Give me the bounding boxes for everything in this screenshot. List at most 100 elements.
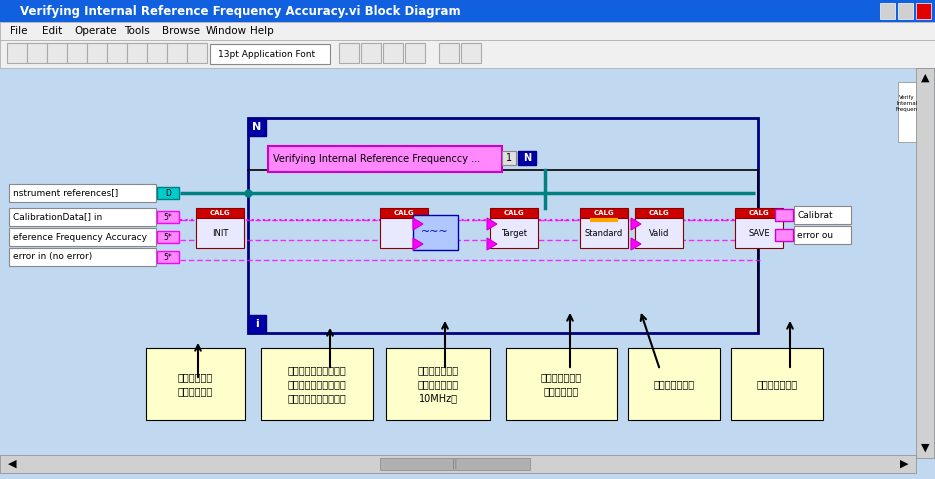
Text: ◀: ◀ bbox=[7, 459, 16, 469]
FancyBboxPatch shape bbox=[506, 348, 617, 420]
Text: i: i bbox=[255, 319, 259, 329]
FancyBboxPatch shape bbox=[628, 348, 720, 420]
FancyBboxPatch shape bbox=[157, 251, 179, 263]
Text: CALG: CALG bbox=[649, 210, 669, 216]
Polygon shape bbox=[413, 218, 423, 230]
Text: INIT: INIT bbox=[212, 228, 228, 238]
FancyBboxPatch shape bbox=[157, 187, 179, 199]
Text: File: File bbox=[10, 26, 27, 36]
FancyBboxPatch shape bbox=[794, 206, 851, 224]
FancyBboxPatch shape bbox=[0, 455, 916, 473]
FancyBboxPatch shape bbox=[580, 218, 628, 248]
Text: Target: Target bbox=[501, 228, 527, 238]
Text: Calibrat: Calibrat bbox=[797, 210, 833, 219]
Text: ▲: ▲ bbox=[921, 73, 929, 83]
FancyBboxPatch shape bbox=[127, 43, 147, 63]
Text: 1: 1 bbox=[506, 153, 512, 163]
FancyBboxPatch shape bbox=[157, 231, 179, 243]
Text: CALG: CALG bbox=[394, 210, 414, 216]
Text: 检验调量结果。: 检验调量结果。 bbox=[654, 379, 695, 389]
FancyBboxPatch shape bbox=[383, 43, 403, 63]
FancyBboxPatch shape bbox=[9, 248, 156, 266]
FancyBboxPatch shape bbox=[380, 208, 428, 218]
FancyBboxPatch shape bbox=[461, 43, 481, 63]
FancyBboxPatch shape bbox=[775, 209, 793, 221]
FancyBboxPatch shape bbox=[248, 315, 266, 333]
FancyBboxPatch shape bbox=[107, 43, 127, 63]
Text: ~~~: ~~~ bbox=[421, 227, 449, 237]
Text: Operate: Operate bbox=[74, 26, 117, 36]
FancyBboxPatch shape bbox=[380, 218, 428, 248]
Text: 保存检验结果。: 保存检验结果。 bbox=[756, 379, 798, 389]
FancyBboxPatch shape bbox=[9, 228, 156, 246]
Polygon shape bbox=[631, 238, 641, 250]
FancyBboxPatch shape bbox=[502, 151, 516, 165]
Text: 5*: 5* bbox=[164, 213, 172, 221]
Text: D: D bbox=[165, 189, 171, 197]
Text: Verifying Internal Reference Frequenccy ...: Verifying Internal Reference Frequenccy … bbox=[273, 154, 481, 164]
Text: ▼: ▼ bbox=[921, 443, 929, 453]
Text: 设置标准仪器并
读出调量值。: 设置标准仪器并 读出调量值。 bbox=[541, 372, 583, 396]
Text: Tools: Tools bbox=[124, 26, 150, 36]
Text: CALG: CALG bbox=[504, 210, 525, 216]
FancyBboxPatch shape bbox=[518, 151, 536, 165]
FancyBboxPatch shape bbox=[380, 458, 530, 470]
Text: CalibrationData[] in: CalibrationData[] in bbox=[13, 213, 102, 221]
Polygon shape bbox=[631, 218, 641, 230]
FancyBboxPatch shape bbox=[210, 44, 330, 64]
FancyBboxPatch shape bbox=[146, 348, 245, 420]
Text: 13pt Application Font: 13pt Application Font bbox=[218, 49, 315, 58]
Polygon shape bbox=[413, 238, 423, 250]
Text: eference Frequency Accuracy: eference Frequency Accuracy bbox=[13, 232, 147, 241]
Text: CALG: CALG bbox=[749, 210, 770, 216]
FancyBboxPatch shape bbox=[413, 215, 458, 250]
Polygon shape bbox=[487, 218, 497, 230]
FancyBboxPatch shape bbox=[898, 3, 913, 19]
Text: 更新主程序界面上的信
息，如正在执行的步骤
和以完成的百分比等。: 更新主程序界面上的信 息，如正在执行的步骤 和以完成的百分比等。 bbox=[288, 365, 346, 403]
FancyBboxPatch shape bbox=[7, 43, 27, 63]
Text: CALG: CALG bbox=[594, 210, 614, 216]
FancyBboxPatch shape bbox=[735, 218, 783, 248]
FancyBboxPatch shape bbox=[87, 43, 107, 63]
Text: Standard: Standard bbox=[585, 228, 623, 238]
FancyBboxPatch shape bbox=[916, 68, 934, 458]
Text: N: N bbox=[252, 122, 262, 132]
Text: Valid: Valid bbox=[649, 228, 669, 238]
FancyBboxPatch shape bbox=[157, 211, 179, 223]
FancyBboxPatch shape bbox=[167, 43, 187, 63]
FancyBboxPatch shape bbox=[405, 43, 425, 63]
FancyBboxPatch shape bbox=[268, 146, 502, 172]
Text: 5*: 5* bbox=[164, 252, 172, 262]
Text: 5*: 5* bbox=[164, 232, 172, 241]
FancyBboxPatch shape bbox=[490, 208, 538, 218]
Text: 初始化检测程
序所需的数据: 初始化检测程 序所需的数据 bbox=[178, 372, 213, 396]
Text: SAVE: SAVE bbox=[748, 228, 770, 238]
FancyBboxPatch shape bbox=[9, 208, 156, 226]
FancyBboxPatch shape bbox=[0, 40, 935, 68]
Text: error ou: error ou bbox=[797, 230, 833, 240]
FancyBboxPatch shape bbox=[386, 348, 490, 420]
Text: ▶: ▶ bbox=[899, 459, 908, 469]
Text: Browse: Browse bbox=[162, 26, 200, 36]
FancyBboxPatch shape bbox=[67, 43, 87, 63]
FancyBboxPatch shape bbox=[775, 229, 793, 241]
Text: Help: Help bbox=[250, 26, 274, 36]
FancyBboxPatch shape bbox=[916, 3, 931, 19]
Text: CALG: CALG bbox=[209, 210, 230, 216]
FancyBboxPatch shape bbox=[27, 43, 47, 63]
Text: Edit: Edit bbox=[42, 26, 63, 36]
FancyBboxPatch shape bbox=[261, 348, 373, 420]
FancyBboxPatch shape bbox=[735, 208, 783, 218]
FancyBboxPatch shape bbox=[439, 43, 459, 63]
FancyBboxPatch shape bbox=[490, 218, 538, 248]
FancyBboxPatch shape bbox=[196, 218, 244, 248]
FancyBboxPatch shape bbox=[0, 0, 935, 22]
FancyBboxPatch shape bbox=[898, 82, 916, 142]
Text: 设置被校准仪器
输入标准的频率
10MHz。: 设置被校准仪器 输入标准的频率 10MHz。 bbox=[417, 365, 458, 403]
FancyBboxPatch shape bbox=[0, 22, 935, 40]
FancyBboxPatch shape bbox=[0, 68, 916, 455]
FancyBboxPatch shape bbox=[339, 43, 359, 63]
Text: N: N bbox=[523, 153, 531, 163]
Polygon shape bbox=[487, 238, 497, 250]
Text: Window: Window bbox=[206, 26, 247, 36]
